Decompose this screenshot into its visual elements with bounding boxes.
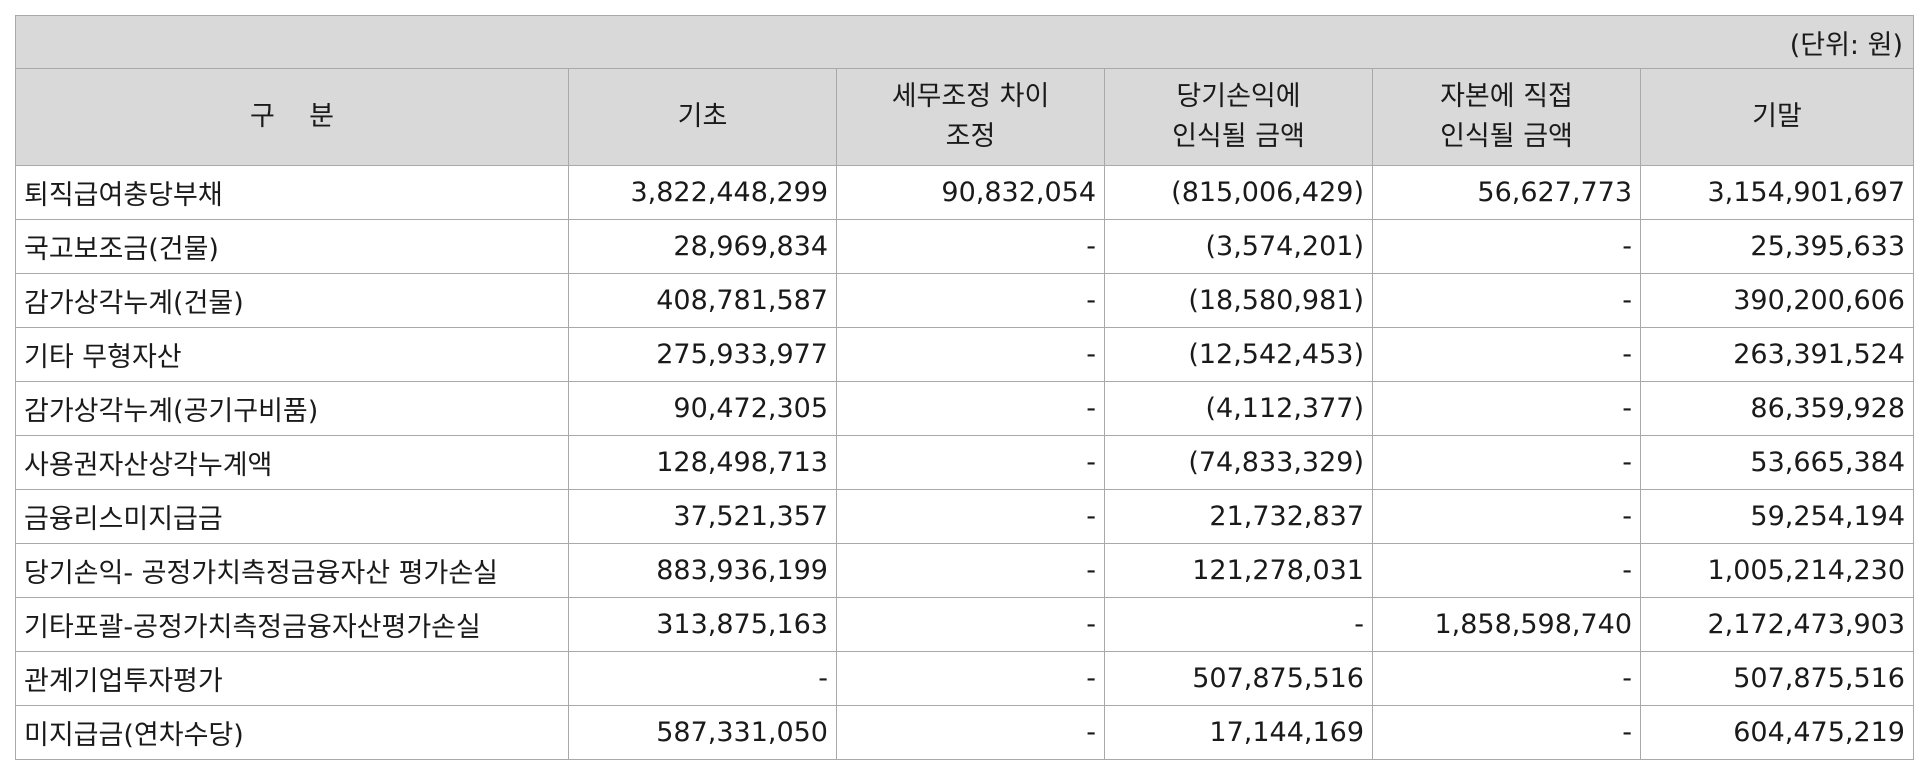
cell-beginning: 3,822,448,299	[568, 165, 837, 220]
deferred-tax-table-container: (단위: 원) 구 분 기초 세무조정 차이 조정 당기손익에 인식될 금액 자…	[15, 15, 1914, 760]
table-row: 퇴직급여충당부채 3,822,448,299 90,832,054 (815,006,…	[15, 165, 1914, 220]
cell-equity: -	[1372, 705, 1641, 760]
table-row: 감가상각누계(공기구비품) 90,472,305- (4,112,377) -86,3…	[15, 381, 1914, 436]
cell-ending: 263,391,524	[1640, 327, 1914, 382]
row-label: 당기손익- 공정가치측정금융자산 평가손실	[15, 543, 569, 598]
cell-tax-adjustment: -	[836, 543, 1105, 598]
cell-equity: -	[1372, 273, 1641, 328]
cell-equity: -	[1372, 435, 1641, 490]
cell-equity: 56,627,773	[1372, 165, 1641, 220]
cell-ending: 390,200,606	[1640, 273, 1914, 328]
cell-ending: 3,154,901,697	[1640, 165, 1914, 220]
table-row: 당기손익- 공정가치측정금융자산 평가손실 883,936,199-121,278…	[15, 543, 1914, 598]
cell-equity: -	[1372, 327, 1641, 382]
table-row: 관계기업투자평가 - -507,875,516-507,875,516	[15, 651, 1914, 706]
cell-profit-loss: 121,278,031	[1104, 543, 1373, 598]
cell-beginning: 28,969,834	[568, 219, 837, 274]
cell-profit-loss: (815,006,429)	[1104, 165, 1373, 220]
table-row: 사용권자산상각누계액 128,498,713- (74,833,329) -53,66…	[15, 435, 1914, 490]
header-tax-adjustment-line1: 세무조정 차이	[891, 81, 1050, 112]
cell-beginning: 883,936,199	[568, 543, 837, 598]
row-label: 국고보조금(건물)	[15, 219, 569, 274]
unit-label: (단위: 원)	[15, 15, 1914, 69]
cell-ending: 25,395,633	[1640, 219, 1914, 274]
cell-beginning: 275,933,977	[568, 327, 837, 382]
cell-profit-loss: 21,732,837	[1104, 489, 1373, 544]
cell-profit-loss: (18,580,981)	[1104, 273, 1373, 328]
row-label: 감가상각누계(건물)	[15, 273, 569, 328]
cell-beginning: 128,498,713	[568, 435, 837, 490]
cell-equity: 1,858,598,740	[1372, 597, 1641, 652]
header-beginning: 기초	[568, 68, 837, 166]
unit-row: (단위: 원)	[15, 15, 1914, 69]
row-label: 기타포괄-공정가치측정금융자산평가손실	[15, 597, 569, 652]
header-tax-adjustment: 세무조정 차이 조정	[836, 68, 1105, 166]
row-label: 감가상각누계(공기구비품)	[15, 381, 569, 436]
cell-beginning: 587,331,050	[568, 705, 837, 760]
cell-tax-adjustment: -	[836, 219, 1105, 274]
table-row: 금융리스미지급금 37,521,357-21,732,837-59,254,194	[15, 489, 1914, 544]
row-label: 기타 무형자산	[15, 327, 569, 382]
table-row: 기타포괄-공정가치측정금융자산평가손실 313,875,163- -1,858,59…	[15, 597, 1914, 652]
table-row: 국고보조금(건물) 28,969,834- (3,574,201) -25,395,6…	[15, 219, 1914, 274]
cell-beginning: -	[568, 651, 837, 706]
cell-tax-adjustment: -	[836, 651, 1105, 706]
header-tax-adjustment-line2: 조정	[945, 121, 996, 152]
header-equity: 자본에 직접 인식될 금액	[1372, 68, 1641, 166]
cell-equity: -	[1372, 489, 1641, 544]
cell-ending: 1,005,214,230	[1640, 543, 1914, 598]
cell-profit-loss: (12,542,453)	[1104, 327, 1373, 382]
cell-ending: 2,172,473,903	[1640, 597, 1914, 652]
deferred-tax-table: (단위: 원) 구 분 기초 세무조정 차이 조정 당기손익에 인식될 금액 자…	[15, 15, 1914, 760]
cell-profit-loss: 17,144,169	[1104, 705, 1373, 760]
header-row: 구 분 기초 세무조정 차이 조정 당기손익에 인식될 금액 자본에 직접 인식…	[15, 68, 1914, 166]
cell-equity: -	[1372, 381, 1641, 436]
header-ending: 기말	[1640, 68, 1914, 166]
cell-profit-loss: (74,833,329)	[1104, 435, 1373, 490]
row-label: 금융리스미지급금	[15, 489, 569, 544]
row-label: 관계기업투자평가	[15, 651, 569, 706]
cell-tax-adjustment: -	[836, 381, 1105, 436]
cell-tax-adjustment: -	[836, 597, 1105, 652]
cell-ending: 53,665,384	[1640, 435, 1914, 490]
cell-ending: 86,359,928	[1640, 381, 1914, 436]
row-label: 퇴직급여충당부채	[15, 165, 569, 220]
header-equity-line2: 인식될 금액	[1440, 121, 1573, 152]
cell-tax-adjustment: -	[836, 489, 1105, 544]
cell-equity: -	[1372, 219, 1641, 274]
header-profit-loss-line2: 인식될 금액	[1172, 121, 1305, 152]
table-row: 기타 무형자산 275,933,977- (12,542,453) -263,391,…	[15, 327, 1914, 382]
cell-equity: -	[1372, 543, 1641, 598]
cell-beginning: 408,781,587	[568, 273, 837, 328]
header-profit-loss: 당기손익에 인식될 금액	[1104, 68, 1373, 166]
cell-tax-adjustment: -	[836, 327, 1105, 382]
cell-profit-loss: (3,574,201)	[1104, 219, 1373, 274]
cell-tax-adjustment: 90,832,054	[836, 165, 1105, 220]
table-row: 감가상각누계(건물) 408,781,587- (18,580,981) -390,2…	[15, 273, 1914, 328]
cell-tax-adjustment: -	[836, 705, 1105, 760]
cell-beginning: 37,521,357	[568, 489, 837, 544]
row-label: 사용권자산상각누계액	[15, 435, 569, 490]
cell-tax-adjustment: -	[836, 273, 1105, 328]
cell-ending: 604,475,219	[1640, 705, 1914, 760]
cell-ending: 59,254,194	[1640, 489, 1914, 544]
cell-profit-loss: (4,112,377)	[1104, 381, 1373, 436]
header-equity-line1: 자본에 직접	[1440, 81, 1573, 112]
cell-equity: -	[1372, 651, 1641, 706]
cell-ending: 507,875,516	[1640, 651, 1914, 706]
header-category: 구 분	[15, 68, 569, 166]
header-profit-loss-line1: 당기손익에	[1176, 81, 1301, 112]
cell-tax-adjustment: -	[836, 435, 1105, 490]
cell-beginning: 90,472,305	[568, 381, 837, 436]
cell-beginning: 313,875,163	[568, 597, 837, 652]
row-label: 미지급금(연차수당)	[15, 705, 569, 760]
cell-profit-loss: -	[1104, 597, 1373, 652]
table-row: 미지급금(연차수당) 587,331,050-17,144,169-604,475…	[15, 705, 1914, 760]
cell-profit-loss: 507,875,516	[1104, 651, 1373, 706]
table-body: 퇴직급여충당부채 3,822,448,299 90,832,054 (815,006,…	[15, 165, 1914, 760]
